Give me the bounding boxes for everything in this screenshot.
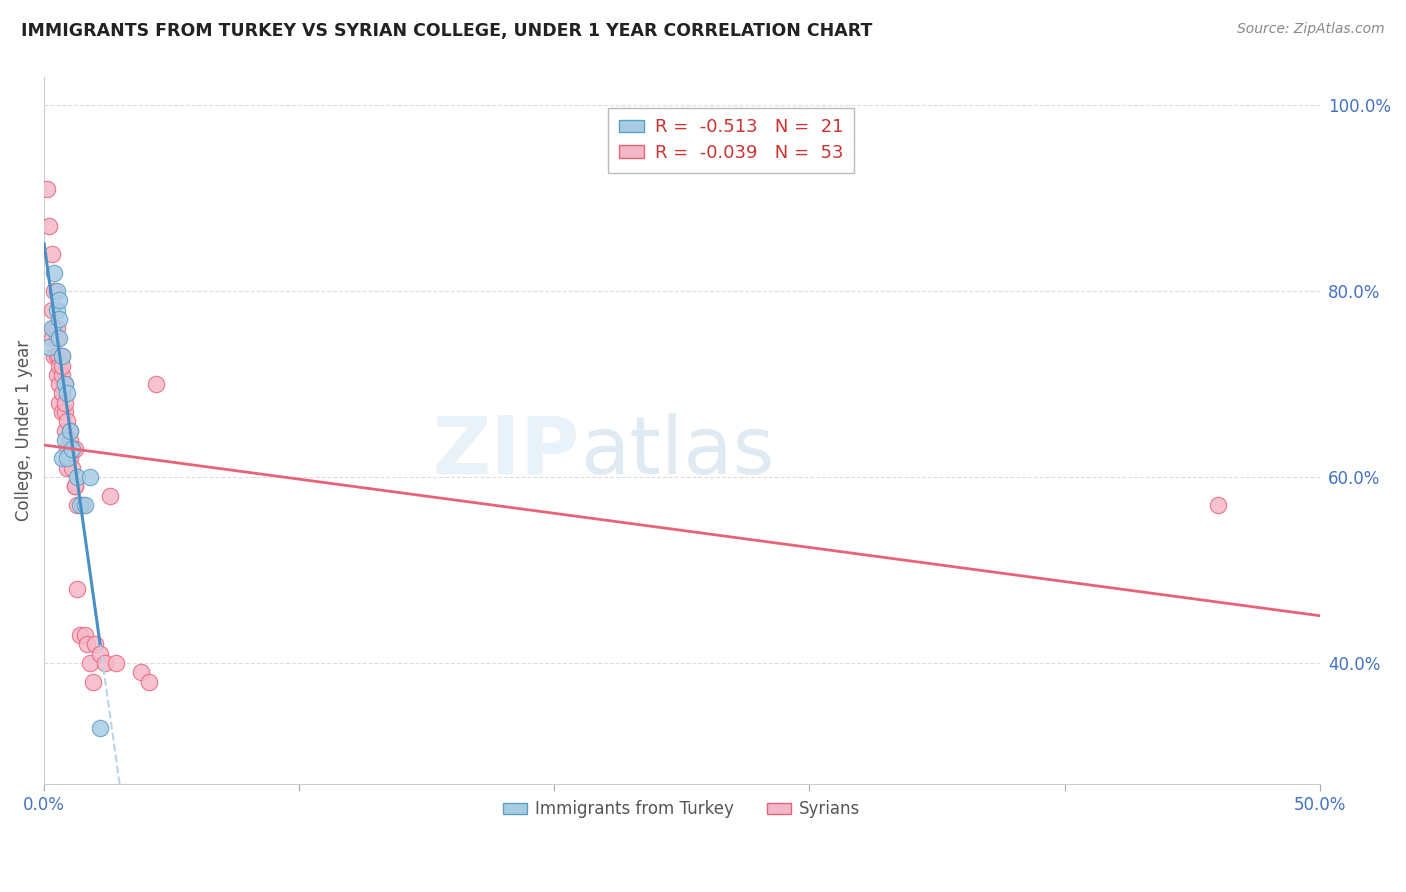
- Point: [73, 498, 96, 512]
- Point: [45, 302, 67, 317]
- Legend: Immigrants from Turkey, Syrians: Immigrants from Turkey, Syrians: [496, 794, 868, 825]
- Point: [38, 340, 60, 354]
- Point: [69, 628, 91, 642]
- Point: [48, 359, 70, 373]
- Text: Source: ZipAtlas.com: Source: ZipAtlas.com: [1237, 22, 1385, 37]
- Point: [53, 433, 76, 447]
- Point: [44, 321, 66, 335]
- Point: [145, 377, 167, 392]
- Point: [48, 331, 70, 345]
- Point: [100, 489, 122, 503]
- Point: [56, 451, 79, 466]
- Text: IMMIGRANTS FROM TURKEY VS SYRIAN COLLEGE, UNDER 1 YEAR CORRELATION CHART: IMMIGRANTS FROM TURKEY VS SYRIAN COLLEGE…: [21, 22, 873, 40]
- Point: [51, 405, 73, 419]
- Text: ZIP: ZIP: [433, 413, 579, 491]
- Point: [53, 377, 76, 392]
- Text: atlas: atlas: [579, 413, 775, 491]
- Point: [84, 637, 107, 651]
- Point: [45, 331, 67, 345]
- Point: [56, 442, 79, 457]
- Point: [56, 460, 79, 475]
- Point: [89, 721, 111, 735]
- Point: [41, 321, 63, 335]
- Point: [76, 637, 98, 651]
- Point: [35, 182, 58, 196]
- Point: [51, 386, 73, 401]
- Point: [48, 293, 70, 308]
- Point: [51, 349, 73, 363]
- Point: [56, 414, 79, 428]
- Point: [59, 424, 82, 438]
- Point: [60, 442, 83, 457]
- Point: [48, 395, 70, 409]
- Point: [41, 302, 63, 317]
- Point: [53, 405, 76, 419]
- Point: [94, 656, 117, 670]
- Point: [51, 359, 73, 373]
- Point: [38, 219, 60, 234]
- Point: [44, 266, 66, 280]
- Point: [45, 349, 67, 363]
- Point: [44, 284, 66, 298]
- Point: [53, 395, 76, 409]
- Point: [73, 628, 96, 642]
- Point: [41, 331, 63, 345]
- Point: [56, 386, 79, 401]
- Point: [1206, 498, 1229, 512]
- Point: [69, 498, 91, 512]
- Point: [53, 377, 76, 392]
- Point: [79, 656, 101, 670]
- Point: [44, 349, 66, 363]
- Point: [63, 479, 86, 493]
- Point: [53, 424, 76, 438]
- Point: [59, 433, 82, 447]
- Point: [138, 674, 160, 689]
- Point: [104, 656, 127, 670]
- Point: [48, 312, 70, 326]
- Point: [63, 479, 86, 493]
- Point: [51, 349, 73, 363]
- Point: [72, 498, 94, 512]
- Point: [89, 647, 111, 661]
- Point: [82, 674, 104, 689]
- Point: [48, 349, 70, 363]
- Point: [129, 665, 152, 680]
- Point: [66, 470, 89, 484]
- Point: [51, 368, 73, 382]
- Point: [66, 498, 89, 512]
- Point: [59, 424, 82, 438]
- Point: [51, 451, 73, 466]
- Point: [63, 442, 86, 457]
- Point: [59, 451, 82, 466]
- Point: [45, 368, 67, 382]
- Point: [45, 321, 67, 335]
- Point: [48, 377, 70, 392]
- Point: [60, 460, 83, 475]
- Point: [60, 442, 83, 457]
- Point: [79, 470, 101, 484]
- Point: [41, 247, 63, 261]
- Y-axis label: College, Under 1 year: College, Under 1 year: [15, 340, 32, 521]
- Point: [66, 582, 89, 596]
- Point: [45, 284, 67, 298]
